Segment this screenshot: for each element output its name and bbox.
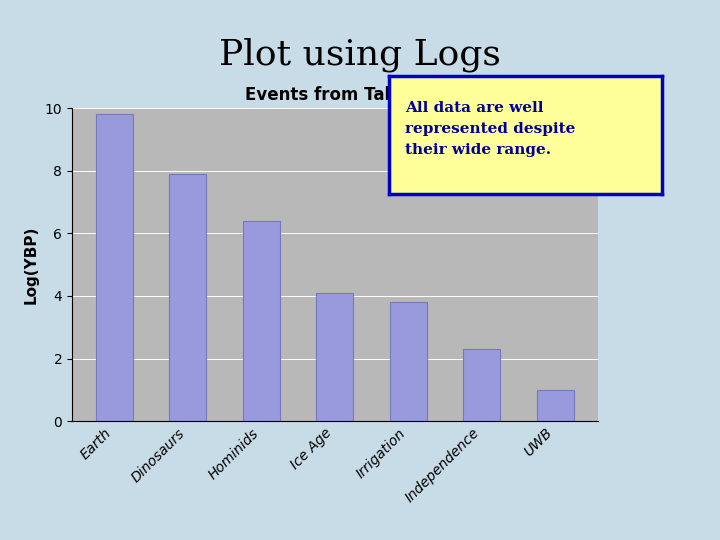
Text: Plot using Logs: Plot using Logs <box>219 38 501 72</box>
Bar <box>96 114 132 421</box>
Bar <box>464 349 500 421</box>
Y-axis label: Log(YBP): Log(YBP) <box>24 225 39 304</box>
Bar <box>390 302 427 421</box>
Bar <box>316 293 354 421</box>
Text: All data are well
represented despite
their wide range.: All data are well represented despite th… <box>405 102 575 157</box>
Bar <box>537 390 574 421</box>
Title: Events from Table I: Events from Table I <box>245 86 425 104</box>
Bar <box>169 174 206 421</box>
Bar <box>243 221 279 421</box>
